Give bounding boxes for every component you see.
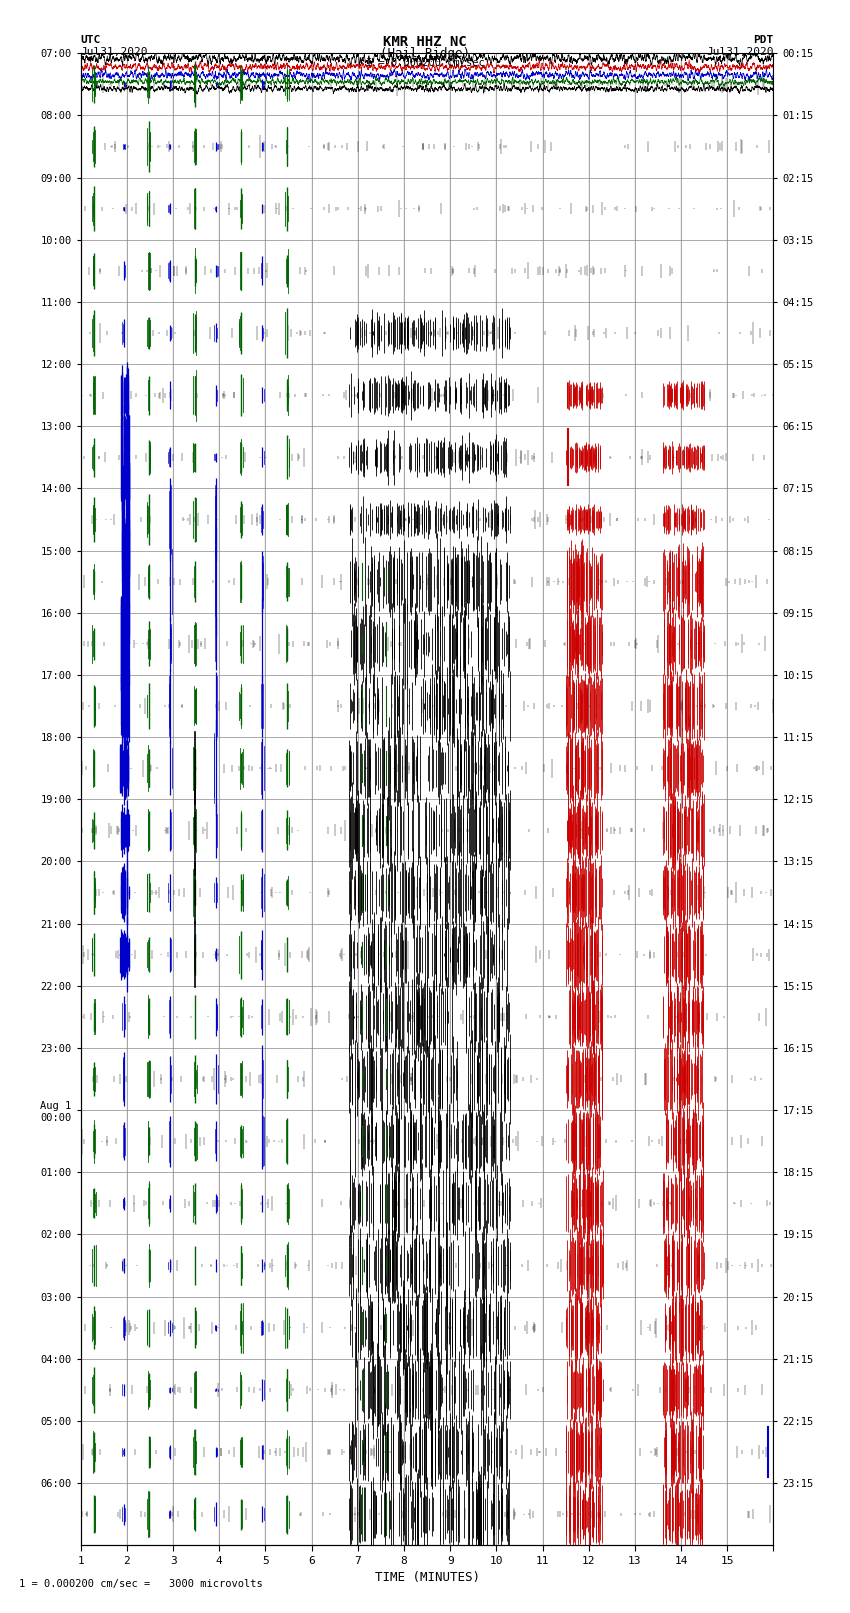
Text: I = 0.000200 cm/sec: I = 0.000200 cm/sec: [366, 58, 484, 68]
Text: UTC: UTC: [81, 35, 101, 45]
Text: Jul31,2020: Jul31,2020: [706, 47, 774, 56]
X-axis label: TIME (MINUTES): TIME (MINUTES): [375, 1571, 479, 1584]
Text: PDT: PDT: [753, 35, 774, 45]
Text: Jul31,2020: Jul31,2020: [81, 47, 148, 56]
Text: 1 = 0.000200 cm/sec =   3000 microvolts: 1 = 0.000200 cm/sec = 3000 microvolts: [19, 1579, 263, 1589]
Text: (Hail Ridge): (Hail Ridge): [380, 47, 470, 60]
Text: KMR HHZ NC: KMR HHZ NC: [383, 35, 467, 50]
